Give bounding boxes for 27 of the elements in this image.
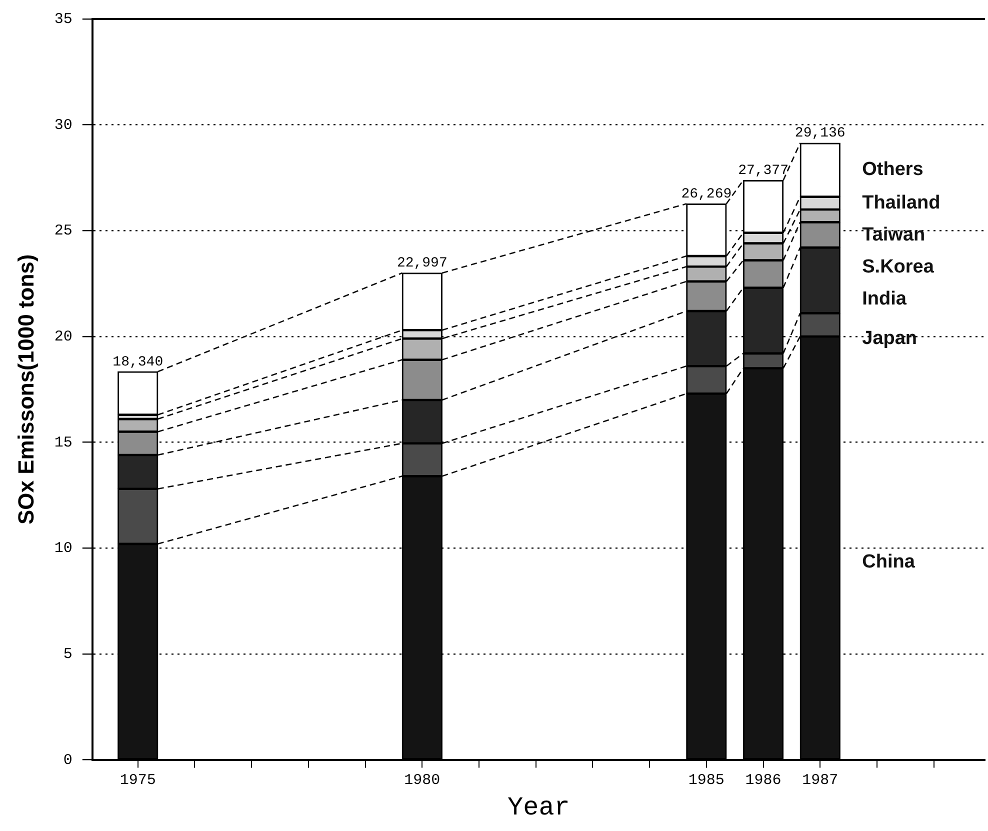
y-tick-label: 15 xyxy=(54,434,72,452)
x-tick-label: 1980 xyxy=(404,772,440,789)
x-tick-label: 1985 xyxy=(688,772,724,789)
y-axis-title: SOx Emissons(1000 tons) xyxy=(13,254,38,525)
y-tick-label: 10 xyxy=(54,540,72,558)
x-tick-label: 1987 xyxy=(802,772,838,789)
total-label: 22,997 xyxy=(396,256,448,272)
total-label: 26,269 xyxy=(681,186,732,202)
series-label: Taiwan xyxy=(862,224,926,246)
series-label: China xyxy=(862,551,916,572)
x-tick-label: 1975 xyxy=(120,772,156,789)
x-axis-title: Year xyxy=(507,792,570,822)
series-label: Thailand xyxy=(862,192,940,214)
y-tick-label: 25 xyxy=(54,222,72,240)
series-label: Japan xyxy=(862,328,918,350)
series-label: India xyxy=(862,288,907,310)
total-label: 18,340 xyxy=(112,354,164,370)
y-tick-label: 5 xyxy=(63,646,72,663)
total-label: 29,136 xyxy=(794,126,846,142)
y-tick-label: 30 xyxy=(54,116,72,134)
series-label: S.Korea xyxy=(862,256,934,278)
total-label: 27,377 xyxy=(738,162,788,179)
y-tick-label: 0 xyxy=(63,752,72,769)
y-tick-label: 35 xyxy=(54,10,72,28)
x-tick-label: 1986 xyxy=(745,772,782,789)
y-tick-label: 20 xyxy=(54,328,72,346)
series-label: Others xyxy=(862,159,924,180)
